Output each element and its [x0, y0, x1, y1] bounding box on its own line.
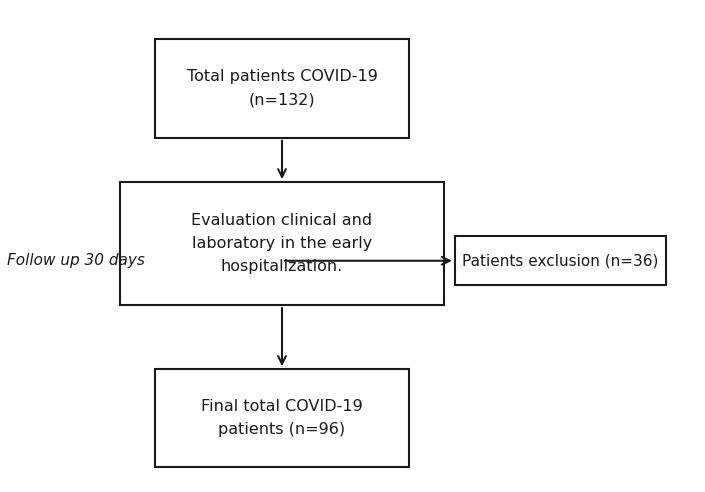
Text: Total patients COVID-19
(n=132): Total patients COVID-19 (n=132): [187, 69, 377, 108]
Text: Evaluation clinical and
laboratory in the early
hospitalization.: Evaluation clinical and laboratory in th…: [192, 213, 372, 275]
Text: Follow up 30 days: Follow up 30 days: [7, 253, 145, 268]
Text: Patients exclusion (n=36): Patients exclusion (n=36): [462, 253, 658, 268]
FancyBboxPatch shape: [155, 369, 409, 467]
FancyBboxPatch shape: [455, 236, 666, 285]
Text: Final total COVID-19
patients (n=96): Final total COVID-19 patients (n=96): [201, 399, 363, 437]
FancyBboxPatch shape: [120, 182, 444, 305]
FancyBboxPatch shape: [155, 39, 409, 138]
